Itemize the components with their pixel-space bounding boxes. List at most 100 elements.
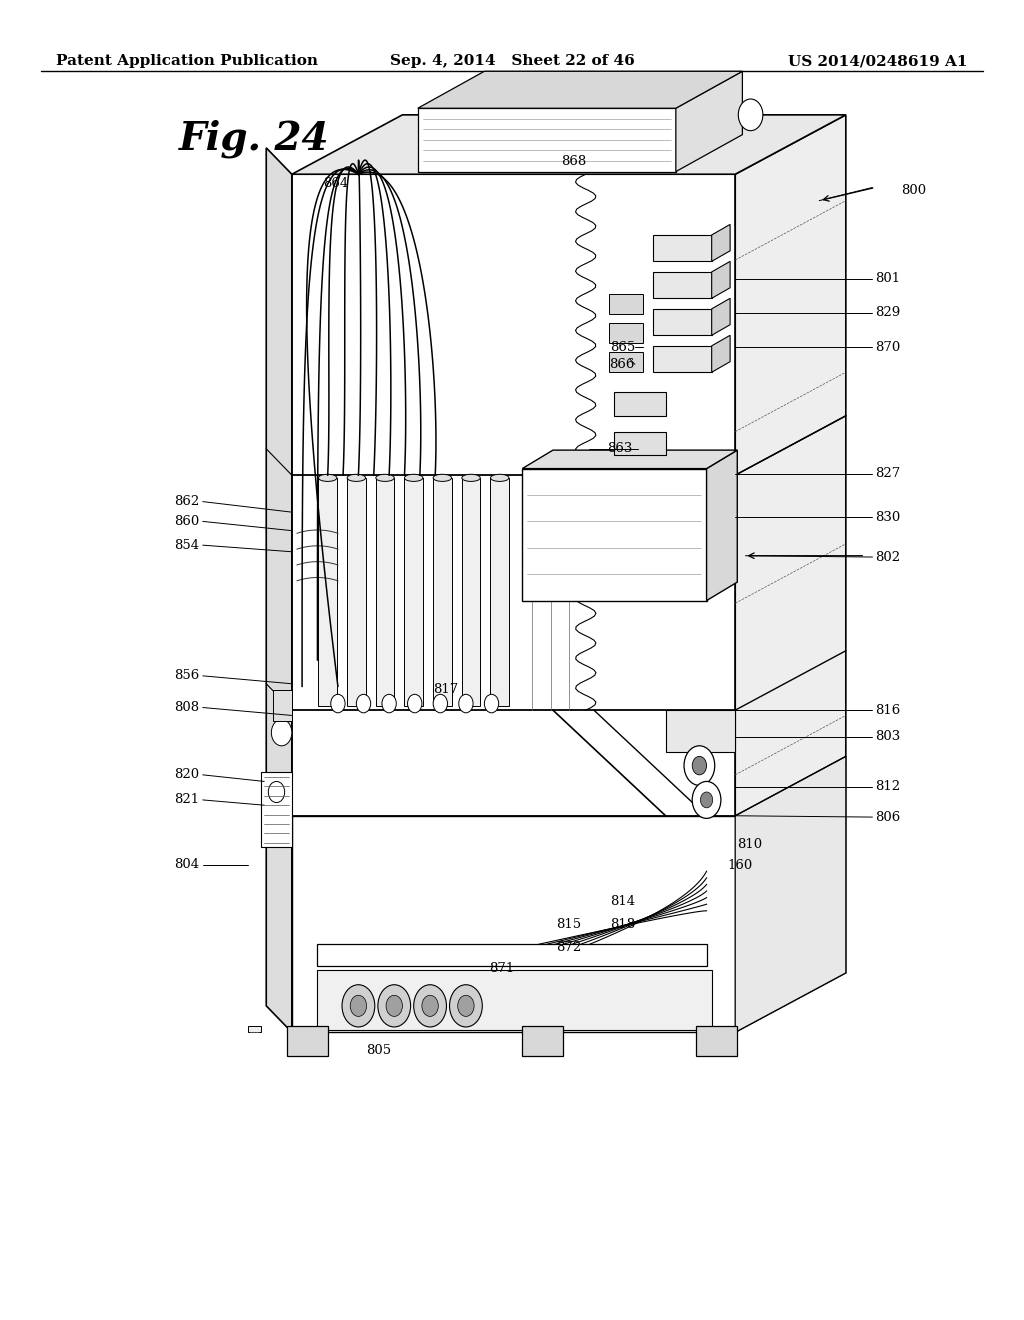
Circle shape	[382, 694, 396, 713]
Ellipse shape	[404, 474, 423, 482]
Polygon shape	[696, 1026, 737, 1056]
Polygon shape	[707, 450, 737, 601]
Circle shape	[386, 995, 402, 1016]
Polygon shape	[292, 816, 735, 1032]
Text: 862: 862	[174, 495, 200, 508]
Circle shape	[271, 719, 292, 746]
Polygon shape	[287, 1026, 328, 1056]
Circle shape	[684, 746, 715, 785]
Circle shape	[692, 781, 721, 818]
Circle shape	[458, 995, 474, 1016]
Circle shape	[356, 694, 371, 713]
Ellipse shape	[490, 474, 509, 482]
Text: 863: 863	[607, 442, 633, 455]
Text: 829: 829	[876, 306, 901, 319]
Polygon shape	[735, 756, 846, 1032]
Text: Patent Application Publication: Patent Application Publication	[56, 54, 318, 69]
Text: 866: 866	[609, 358, 635, 371]
Text: 815: 815	[556, 917, 581, 931]
Polygon shape	[609, 323, 643, 343]
Polygon shape	[317, 970, 712, 1030]
Text: 816: 816	[876, 704, 901, 717]
Circle shape	[350, 995, 367, 1016]
Polygon shape	[653, 272, 712, 298]
Circle shape	[692, 756, 707, 775]
Text: 800: 800	[901, 183, 927, 197]
Text: 160: 160	[727, 859, 753, 873]
Polygon shape	[609, 294, 643, 314]
Circle shape	[414, 985, 446, 1027]
Polygon shape	[317, 944, 707, 966]
Text: 818: 818	[610, 917, 635, 931]
Polygon shape	[614, 392, 666, 416]
Ellipse shape	[433, 474, 452, 482]
Text: 871: 871	[489, 962, 514, 975]
Text: 806: 806	[876, 810, 901, 824]
Polygon shape	[653, 235, 712, 261]
Text: 860: 860	[174, 515, 200, 528]
Polygon shape	[653, 309, 712, 335]
Polygon shape	[376, 478, 394, 706]
Polygon shape	[418, 108, 676, 172]
Text: 827: 827	[876, 467, 901, 480]
Circle shape	[484, 694, 499, 713]
Circle shape	[342, 985, 375, 1027]
Polygon shape	[712, 335, 730, 372]
Polygon shape	[522, 469, 707, 601]
Polygon shape	[676, 71, 742, 172]
Text: 865: 865	[609, 341, 635, 354]
Text: 868: 868	[561, 154, 586, 168]
Text: Fig. 24: Fig. 24	[179, 119, 330, 158]
Polygon shape	[609, 352, 643, 372]
Text: 856: 856	[174, 669, 200, 682]
Polygon shape	[712, 224, 730, 261]
Circle shape	[408, 694, 422, 713]
Text: 864: 864	[323, 177, 348, 190]
Polygon shape	[404, 478, 423, 706]
Circle shape	[422, 995, 438, 1016]
Polygon shape	[653, 346, 712, 372]
Text: US 2014/0248619 A1: US 2014/0248619 A1	[788, 54, 968, 69]
Text: 830: 830	[876, 511, 901, 524]
Text: 854: 854	[174, 539, 200, 552]
Circle shape	[433, 694, 447, 713]
Polygon shape	[347, 478, 366, 706]
Polygon shape	[318, 478, 337, 706]
Polygon shape	[292, 174, 735, 1032]
Circle shape	[459, 694, 473, 713]
Polygon shape	[433, 478, 452, 706]
Polygon shape	[522, 450, 737, 469]
Polygon shape	[462, 478, 480, 706]
Text: 814: 814	[610, 895, 635, 908]
Text: 810: 810	[737, 838, 763, 851]
Polygon shape	[292, 115, 846, 174]
Text: 812: 812	[876, 780, 901, 793]
Text: 817: 817	[433, 682, 458, 696]
Text: 803: 803	[876, 730, 901, 743]
Circle shape	[331, 694, 345, 713]
Polygon shape	[712, 261, 730, 298]
Ellipse shape	[318, 474, 337, 482]
Polygon shape	[522, 1026, 563, 1056]
Ellipse shape	[376, 474, 394, 482]
Text: 820: 820	[174, 768, 200, 781]
Circle shape	[700, 792, 713, 808]
Circle shape	[450, 985, 482, 1027]
Text: 821: 821	[174, 793, 200, 807]
Polygon shape	[666, 710, 735, 752]
Text: 872: 872	[556, 941, 581, 954]
Text: 805: 805	[367, 1044, 391, 1057]
Circle shape	[738, 99, 763, 131]
Polygon shape	[490, 478, 509, 706]
Polygon shape	[248, 1026, 261, 1032]
Text: 804: 804	[174, 858, 200, 871]
Circle shape	[378, 985, 411, 1027]
Text: 801: 801	[876, 272, 901, 285]
Text: Sep. 4, 2014   Sheet 22 of 46: Sep. 4, 2014 Sheet 22 of 46	[389, 54, 635, 69]
Text: 808: 808	[174, 701, 200, 714]
Polygon shape	[418, 71, 742, 108]
Polygon shape	[614, 432, 666, 455]
Text: 870: 870	[876, 341, 901, 354]
Polygon shape	[273, 690, 292, 721]
Polygon shape	[266, 148, 292, 1032]
